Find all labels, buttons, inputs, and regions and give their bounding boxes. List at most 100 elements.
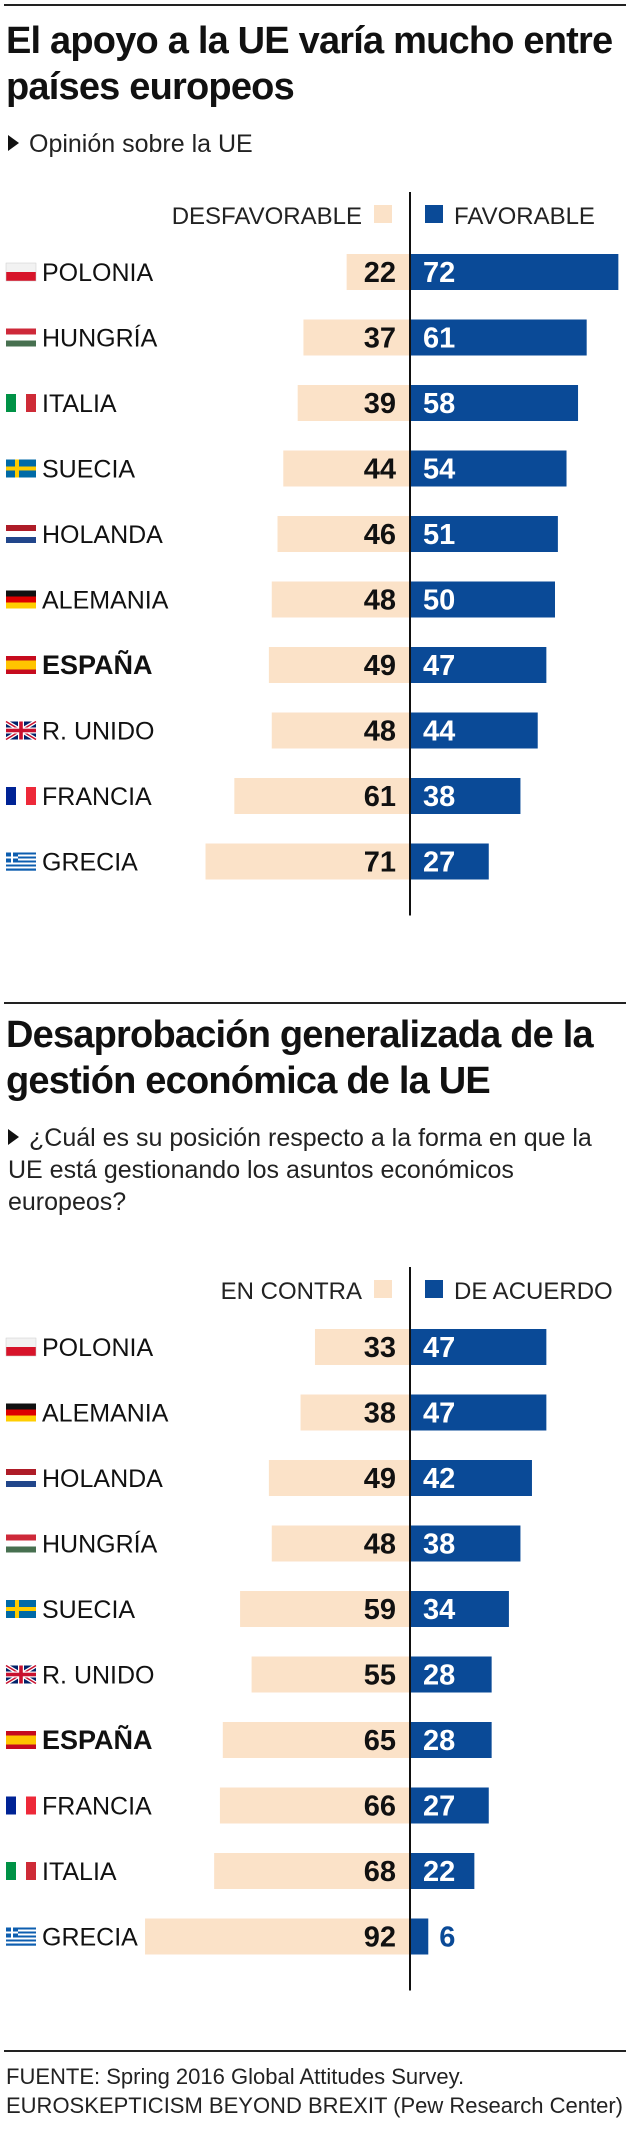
chart-2-title: Desaprobación generalizada de la gestión… xyxy=(6,1014,594,1102)
country-label: SUECIA xyxy=(42,456,135,484)
country-label: ALEMANIA xyxy=(42,587,169,615)
bar-unfavorable xyxy=(271,581,410,618)
legend-left-label: EN CONTRA xyxy=(221,1278,362,1305)
value-label-favorable: 47 xyxy=(423,650,455,682)
legend-left-swatch xyxy=(374,1280,392,1298)
bar-favorable xyxy=(411,581,555,618)
bar-unfavorable xyxy=(271,712,410,749)
bar-favorable xyxy=(411,1722,492,1758)
country-label: ALEMANIA xyxy=(42,1400,169,1428)
bar-unfavorable xyxy=(268,647,410,683)
country-label: ITALIA xyxy=(42,1858,117,1886)
bar-favorable xyxy=(411,712,538,749)
value-label-favorable: 38 xyxy=(423,1529,455,1561)
country-label: FRANCIA xyxy=(42,783,152,811)
bar-favorable xyxy=(411,778,521,814)
value-label-unfavorable: 65 xyxy=(364,1725,396,1757)
bar-favorable xyxy=(411,1918,429,1955)
bar-favorable xyxy=(411,1787,489,1824)
value-label-unfavorable: 59 xyxy=(364,1594,396,1626)
country-label: HUNGRÍA xyxy=(42,1530,158,1559)
country-label: GRECIA xyxy=(42,1924,138,1952)
section-divider xyxy=(4,1002,626,1004)
value-label-unfavorable: 37 xyxy=(364,323,396,355)
flag-se-icon xyxy=(6,1600,36,1618)
flag-de-icon xyxy=(6,590,36,609)
value-label-favorable: 54 xyxy=(423,454,455,486)
bar-unfavorable xyxy=(222,1722,410,1758)
country-label: ESPAÑA xyxy=(42,1724,153,1755)
chart-2-subtitle: ¿Cuál es su posición respecto a la forma… xyxy=(8,1122,608,1218)
bar-unfavorable xyxy=(205,843,410,880)
flag-hu-icon xyxy=(6,1534,36,1553)
bar-favorable xyxy=(411,450,567,487)
bar-unfavorable xyxy=(277,516,410,552)
value-label-favorable: 61 xyxy=(423,323,455,355)
value-label-favorable: 72 xyxy=(423,257,455,289)
flag-hu-icon xyxy=(6,328,36,347)
value-label-unfavorable: 71 xyxy=(364,847,396,879)
bar-favorable xyxy=(411,1853,475,1889)
value-label-unfavorable: 48 xyxy=(364,585,396,617)
country-label: ITALIA xyxy=(42,390,117,418)
bar-unfavorable xyxy=(271,1525,410,1562)
chart-1-title: El apoyo a la UE varía mucho entre paíse… xyxy=(6,20,613,108)
value-label-unfavorable: 92 xyxy=(364,1922,396,1954)
bar-unfavorable xyxy=(297,385,410,421)
bar-unfavorable xyxy=(219,1787,410,1824)
bar-unfavorable xyxy=(314,1329,410,1365)
value-label-unfavorable: 33 xyxy=(364,1332,396,1364)
legend-left-swatch xyxy=(374,205,392,223)
bar-unfavorable xyxy=(145,1918,411,1955)
country-label: POLONIA xyxy=(42,259,153,287)
flag-nl-icon xyxy=(6,525,36,543)
flag-de-icon xyxy=(6,1403,36,1422)
legend-right-swatch xyxy=(425,205,443,223)
country-label: FRANCIA xyxy=(42,1793,152,1821)
flag-pl-icon xyxy=(5,1337,37,1357)
legend-right-label: DE ACUERDO xyxy=(454,1278,613,1305)
value-label-unfavorable: 38 xyxy=(364,1398,396,1430)
source-note: FUENTE: Spring 2016 Global Attitudes Sur… xyxy=(6,2062,626,2120)
bar-favorable xyxy=(411,1394,547,1431)
bar-unfavorable xyxy=(283,450,410,487)
bar-unfavorable xyxy=(240,1591,410,1627)
value-label-favorable: 51 xyxy=(423,519,455,551)
triangle-bullet-icon xyxy=(8,135,19,151)
bar-favorable xyxy=(411,1525,521,1562)
source-line-2: EUROSKEPTICISM BEYOND BREXIT (Pew Resear… xyxy=(6,2093,623,2118)
bar-unfavorable xyxy=(234,778,410,814)
value-label-unfavorable: 46 xyxy=(364,519,396,551)
value-label-favorable: 34 xyxy=(423,1594,455,1626)
flag-nl-icon xyxy=(6,1469,36,1487)
flag-se-icon xyxy=(6,459,36,478)
bar-unfavorable xyxy=(214,1853,410,1889)
bar-unfavorable xyxy=(251,1656,410,1693)
value-label-favorable: 27 xyxy=(423,1791,455,1823)
bar-unfavorable xyxy=(268,1460,410,1496)
bar-favorable xyxy=(411,385,579,421)
value-label-favorable: 28 xyxy=(423,1725,455,1757)
bar-unfavorable xyxy=(303,319,410,356)
bar-favorable xyxy=(411,254,619,290)
value-label-favorable: 47 xyxy=(423,1398,455,1430)
country-label: R. UNIDO xyxy=(42,718,155,746)
source-rule xyxy=(4,2050,626,2052)
value-label-favorable: 28 xyxy=(423,1660,455,1692)
legend-right-label: FAVORABLE xyxy=(454,203,595,230)
value-label-favorable: 6 xyxy=(439,1922,455,1954)
bar-unfavorable xyxy=(346,254,410,290)
value-label-favorable: 47 xyxy=(423,1332,455,1364)
country-label: HOLANDA xyxy=(42,1465,163,1493)
value-label-unfavorable: 61 xyxy=(364,781,396,813)
bar-favorable xyxy=(411,1656,492,1693)
bar-favorable xyxy=(411,647,547,683)
bar-favorable xyxy=(411,1460,532,1496)
flag-fr-icon xyxy=(6,787,36,805)
value-label-favorable: 50 xyxy=(423,585,455,617)
chart-2-subtitle-text: ¿Cuál es su posición respecto a la forma… xyxy=(8,1124,592,1216)
flag-it-icon xyxy=(6,1862,36,1880)
chart-1-subtitle: Opinión sobre la UE xyxy=(8,128,608,160)
value-label-favorable: 42 xyxy=(423,1463,455,1495)
country-label: HUNGRÍA xyxy=(42,324,158,353)
